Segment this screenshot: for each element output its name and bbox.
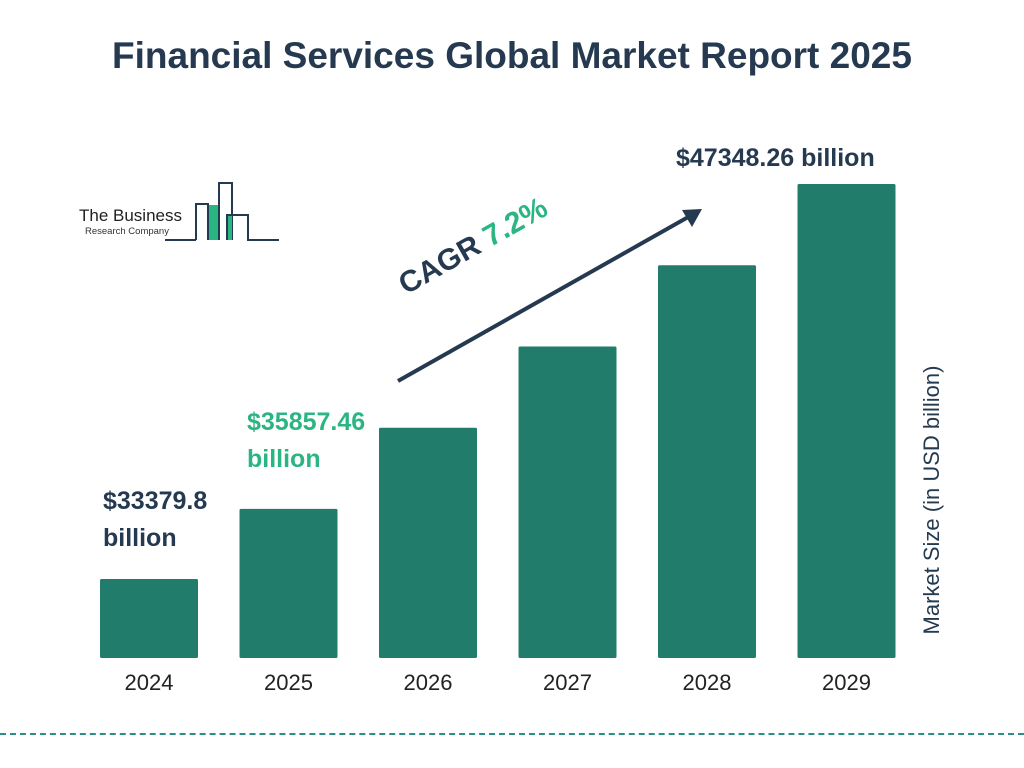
x-tick-label: 2026 (404, 670, 453, 695)
data-label-2029: $47348.26 billion (676, 144, 875, 172)
x-tick-label: 2028 (683, 670, 732, 695)
data-label-2024: $33379.8 billion (103, 487, 208, 552)
bar-2027 (518, 346, 617, 658)
bar-2026 (379, 427, 477, 658)
y-axis-label: Market Size (in USD billion) (919, 365, 944, 635)
cagr-arrow (397, 209, 702, 383)
bar-2028 (658, 265, 756, 658)
logo-icon (165, 182, 279, 241)
x-tick-label: 2025 (264, 670, 313, 695)
dashed-divider (0, 733, 1024, 735)
x-tick-label: 2029 (822, 670, 871, 695)
x-tick-label: 2027 (543, 670, 592, 695)
logo-text-main: The Business (79, 206, 182, 225)
data-label-2025: $35857.46 billion (247, 408, 366, 473)
bar-2024 (100, 579, 198, 658)
chart-title: Financial Services Global Market Report … (112, 35, 912, 76)
logo-text-sub: Research Company (85, 226, 169, 237)
bar-2025 (239, 508, 338, 658)
x-tick-label: 2024 (125, 670, 174, 695)
bar-2029 (797, 184, 896, 658)
